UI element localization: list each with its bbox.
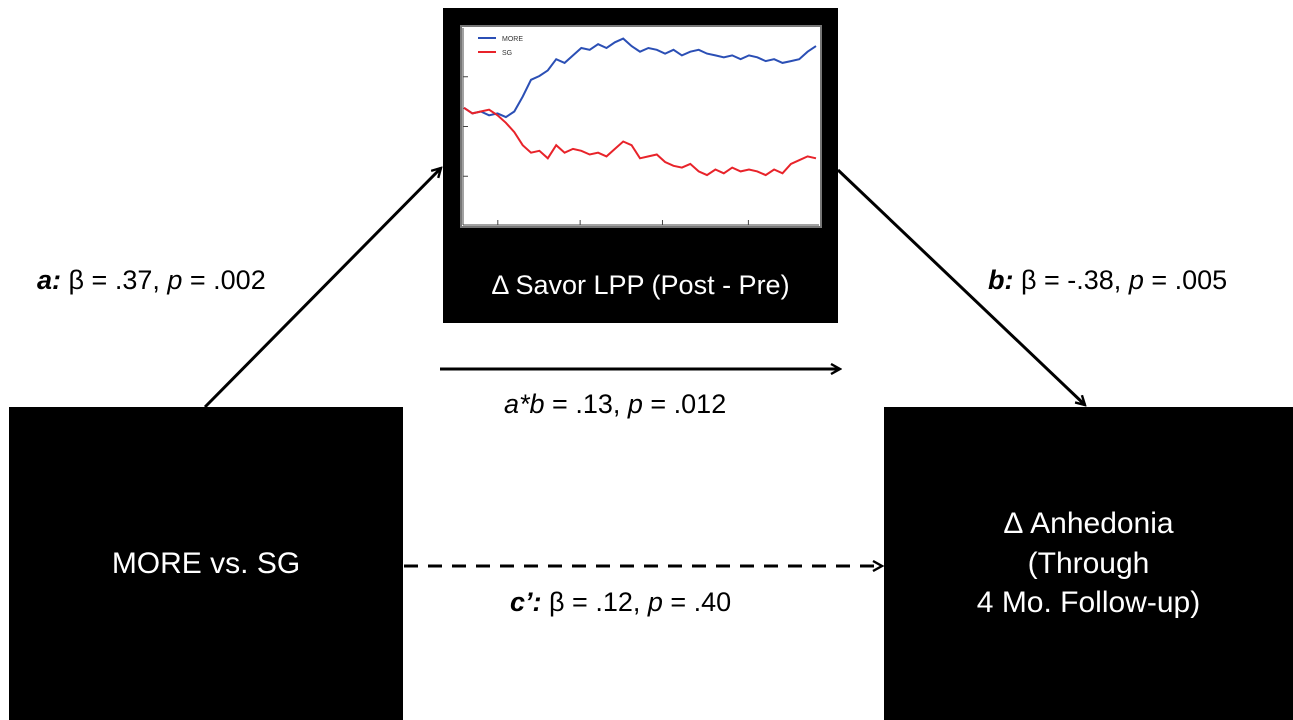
- path-b-name: b:: [988, 265, 1014, 295]
- path-c-prime-name: c’:: [510, 587, 542, 617]
- path-c-prime-beta: β = .12,: [541, 587, 648, 617]
- path-b-p-symbol: p: [1128, 265, 1144, 295]
- path-a-beta: β = .37,: [61, 265, 168, 295]
- indirect-effect-p-symbol: p: [627, 389, 643, 419]
- legend-label-more: MORE: [502, 36, 523, 43]
- path-b-p-value: = .005: [1143, 265, 1228, 295]
- path-a-label: a: β = .37, p = .002: [37, 265, 266, 296]
- indirect-effect-label: a*b = .13, p = .012: [504, 389, 726, 420]
- outcome-label-line3: 4 Mo. Follow-up): [976, 586, 1201, 620]
- predictor-box: MORE vs. SG: [9, 407, 403, 720]
- series-line-more: [463, 37, 817, 119]
- path-a-p-value: = .002: [182, 265, 266, 295]
- outcome-label: Δ Anhedonia (Through 4 Mo. Follow-up): [977, 504, 1200, 624]
- outcome-box: Δ Anhedonia (Through 4 Mo. Follow-up): [884, 407, 1293, 720]
- outcome-label-line2: (Through: [1027, 546, 1150, 580]
- mediator-box: MORE SG Δ Savor LPP (Post - Pre): [443, 8, 838, 323]
- path-a-p-symbol: p: [167, 265, 183, 295]
- path-b-arrow: [836, 168, 1085, 405]
- indirect-effect-name: a*b: [504, 389, 545, 419]
- outcome-label-line1: Δ Anhedonia: [1003, 506, 1174, 540]
- path-c-prime-p-value: = .40: [662, 587, 732, 617]
- path-c-prime-p-symbol: p: [647, 587, 663, 617]
- path-b-label: b: β = -.38, p = .005: [988, 265, 1227, 296]
- path-a-name: a:: [37, 265, 62, 295]
- series-line-sg: [463, 106, 817, 177]
- indirect-effect-p-value: = .012: [642, 389, 727, 419]
- indirect-effect-value: = .13,: [544, 389, 628, 419]
- legend-label-sg: SG: [502, 50, 512, 57]
- mediator-label: Δ Savor LPP (Post - Pre): [491, 270, 790, 300]
- path-a-arrow: [203, 168, 441, 409]
- predictor-label: MORE vs. SG: [111, 546, 301, 580]
- path-b-beta: β = -.38,: [1013, 265, 1129, 295]
- lpp-waveform-chart: MORE SG: [460, 25, 822, 228]
- path-c-prime-label: c’: β = .12, p = .40: [510, 587, 731, 618]
